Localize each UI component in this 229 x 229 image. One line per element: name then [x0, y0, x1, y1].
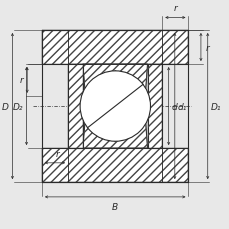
- Polygon shape: [82, 65, 147, 89]
- Text: r: r: [55, 149, 59, 158]
- Text: D₂: D₂: [13, 102, 23, 111]
- Polygon shape: [42, 148, 188, 182]
- Text: B: B: [112, 202, 118, 211]
- Text: D: D: [1, 102, 8, 111]
- Polygon shape: [82, 124, 147, 148]
- Polygon shape: [68, 65, 82, 148]
- Text: D₁: D₁: [210, 102, 220, 111]
- Text: d₁: d₁: [177, 102, 186, 111]
- Circle shape: [80, 71, 150, 142]
- Text: r: r: [19, 76, 23, 85]
- Text: r: r: [173, 5, 177, 14]
- Text: r: r: [204, 43, 208, 52]
- Polygon shape: [42, 31, 188, 65]
- Polygon shape: [147, 65, 162, 148]
- Text: d: d: [171, 102, 177, 111]
